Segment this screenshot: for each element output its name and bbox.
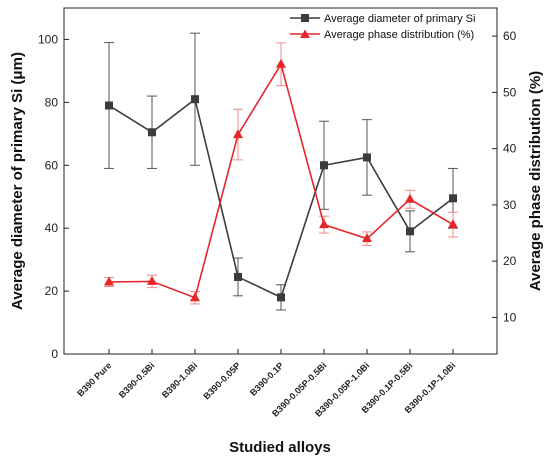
legend-label-phase: Average phase distribution (%) xyxy=(324,29,474,41)
y-right-tick-label: 20 xyxy=(503,254,517,268)
y-left-tick-label: 80 xyxy=(45,95,59,109)
data-point-square xyxy=(320,161,328,170)
y-right-tick-label: 10 xyxy=(503,310,517,324)
y-right-tick-label: 30 xyxy=(503,198,517,212)
data-point-triangle xyxy=(362,233,372,243)
data-point-square xyxy=(277,293,285,302)
x-axis: B390 Pure B390-0.5Bi B390-1.0Bi B390-0.05P B… xyxy=(75,349,457,419)
y-left-axis-title: Average diameter of primary Si (μm) xyxy=(9,52,26,310)
legend-label-diameter: Average diameter of primary Si xyxy=(324,13,475,25)
y-left-tick-label: 100 xyxy=(38,32,58,46)
data-point-triangle xyxy=(448,219,458,229)
data-point-triangle xyxy=(319,219,329,229)
x-tick-label: B390 Pure xyxy=(75,360,113,398)
data-point-square xyxy=(449,194,457,203)
x-axis-title: Studied alloys xyxy=(229,439,331,456)
y-right-tick-label: 50 xyxy=(503,85,517,99)
data-point-square xyxy=(148,128,156,137)
y-left-tick-label: 20 xyxy=(45,284,59,298)
data-point-square xyxy=(191,95,199,104)
y-left-axis: 0 20 40 60 80 100 xyxy=(38,32,69,361)
y-right-axis: 10 20 30 40 50 60 xyxy=(492,29,517,324)
x-tick-label: B390-0.5Bi xyxy=(117,360,157,400)
legend: Average diameter of primary Si Average p… xyxy=(290,13,475,41)
data-point-square xyxy=(406,227,414,236)
y-left-tick-label: 40 xyxy=(45,221,59,235)
series-diameter xyxy=(104,32,458,311)
y-right-tick-label: 60 xyxy=(503,29,517,43)
x-tick-label: B390-1.0Bi xyxy=(160,360,200,400)
data-point-triangle xyxy=(147,275,157,285)
data-point-triangle xyxy=(190,292,200,302)
data-point-triangle xyxy=(276,58,286,68)
series-phase xyxy=(104,42,458,305)
data-point-triangle xyxy=(104,276,114,286)
y-left-tick-label: 60 xyxy=(45,158,59,172)
data-point-triangle xyxy=(233,129,243,139)
data-point-square xyxy=(234,272,242,281)
legend-triangle-marker xyxy=(300,29,310,38)
x-tick-label: B390-0.05P xyxy=(201,360,242,401)
y-right-axis-title: Average phase distribution (%) xyxy=(527,71,544,291)
y-right-tick-label: 40 xyxy=(503,142,517,156)
x-tick-label: B390-0.1P xyxy=(248,360,285,397)
legend-square-marker xyxy=(301,14,309,22)
data-point-triangle xyxy=(405,193,415,203)
data-point-square xyxy=(363,153,371,162)
data-point-square xyxy=(105,101,113,110)
series-layer xyxy=(104,32,458,311)
y-left-tick-label: 0 xyxy=(51,347,58,361)
